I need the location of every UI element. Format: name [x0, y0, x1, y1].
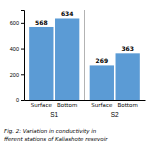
- y-tick-label: 200: [10, 72, 19, 78]
- y-tick-mark: [21, 100, 24, 101]
- x-tick-label: S1: [50, 111, 58, 118]
- annotation: Fig. 2: Variation in conductivity in: [4, 128, 97, 135]
- y-tick-mark: [21, 74, 24, 75]
- data-label: 363: [121, 45, 134, 52]
- y-tick-label: 600: [10, 20, 19, 26]
- bar: [116, 53, 140, 100]
- data-label: 269: [96, 57, 109, 64]
- y-tick: 600: [10, 20, 24, 26]
- y-tick-mark: [21, 49, 24, 50]
- x-tick-label: S2: [111, 111, 119, 118]
- y-tick-label: 0: [16, 97, 19, 103]
- bar: [90, 65, 114, 100]
- bar: [29, 27, 53, 100]
- y-tick-mark: [21, 23, 24, 24]
- chart: 5686342693630200400600S1S2SurfaceBottomS…: [0, 0, 150, 150]
- bar-label: Surface: [31, 102, 53, 108]
- bar-labels: Surface Bottom Surface Bottom: [31, 102, 138, 108]
- y-tick: 200: [10, 72, 24, 78]
- annotation: fferent stations of Kaliashote resevoir: [4, 136, 108, 142]
- y-tick: 400: [10, 46, 24, 52]
- caption: Fig. 2: Variation in conductivity inffer…: [4, 128, 108, 142]
- x-axis: S1 S2: [25, 100, 146, 118]
- data-label: 568: [35, 19, 48, 26]
- bar-label: Surface: [91, 102, 113, 108]
- y-tick-label: 400: [10, 46, 19, 52]
- y-axis-line: [21, 11, 25, 101]
- x-axis-line: [25, 100, 146, 101]
- y-tick: 0: [16, 97, 24, 103]
- separator: [84, 10, 85, 100]
- data-label: 634: [61, 10, 74, 17]
- y-axis: 0 200 400 600: [10, 11, 25, 104]
- bar: [55, 18, 79, 100]
- bar-label: Bottom: [118, 102, 138, 108]
- bar-label: Bottom: [57, 102, 77, 108]
- plot: 5686342693630200400600S1S2SurfaceBottomS…: [10, 10, 146, 118]
- data-labels: 568 634 269 363: [35, 10, 134, 64]
